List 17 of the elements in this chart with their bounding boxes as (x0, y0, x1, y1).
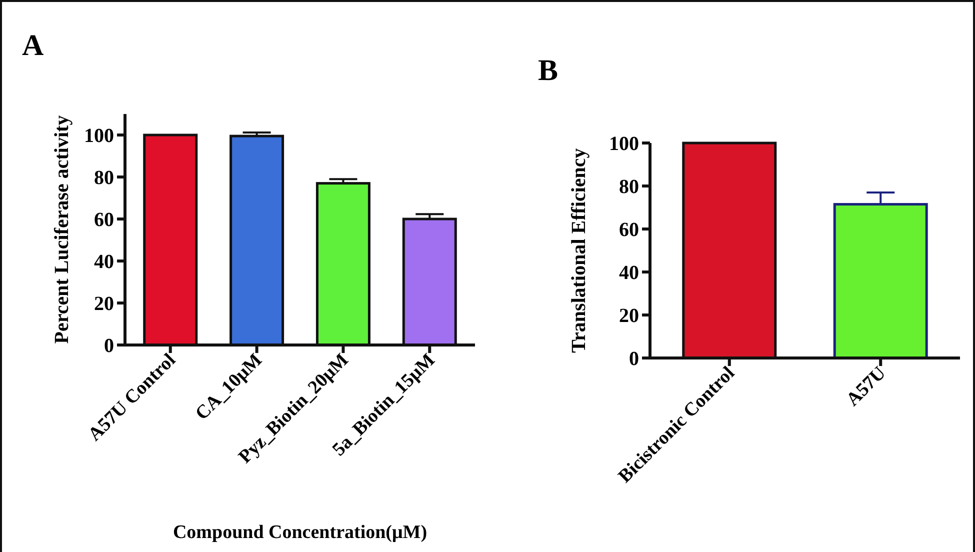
y-tick-label: 100 (84, 125, 114, 147)
y-tick-label: 60 (94, 209, 114, 231)
chart-title: A (22, 29, 44, 62)
y-tick-label: 80 (619, 176, 639, 198)
y-tick-label: 0 (629, 348, 639, 370)
y-tick-label: 20 (94, 293, 114, 315)
y-tick-label: 100 (609, 133, 639, 155)
x-axis-title: Compound Concentration(μM) (172, 522, 428, 543)
y-axis-title: Percent Luciferase activity (51, 115, 73, 344)
y-axis-title: Translational Efficiency (568, 148, 590, 353)
chart-title: B (538, 54, 558, 87)
y-tick-label: 40 (94, 251, 114, 273)
y-tick-label: 40 (619, 262, 639, 284)
y-tick-label: 60 (619, 219, 639, 241)
y-tick-label: 80 (94, 167, 114, 189)
y-tick-label: 20 (619, 305, 639, 327)
y-tick-label: 0 (104, 335, 114, 357)
